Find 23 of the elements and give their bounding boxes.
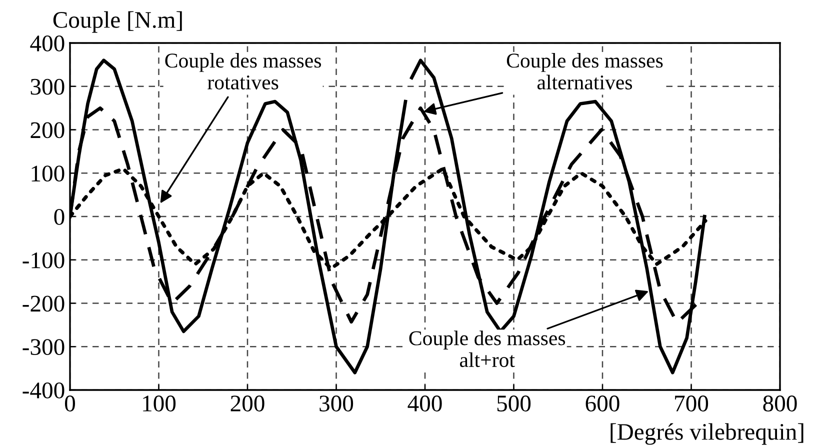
y-tick-label: 0 <box>54 208 64 225</box>
y-axis-title: Couple [N.m] <box>53 11 182 33</box>
y-tick-label: -100 <box>22 252 64 268</box>
y-tick-label: 200 <box>30 122 64 138</box>
x-tick-label: 800 <box>763 396 797 412</box>
y-tick-label: -200 <box>22 296 64 312</box>
y-tick-label: 100 <box>32 166 64 182</box>
y-tick-label: -300 <box>22 339 64 356</box>
x-axis-title: [Degrés vilebrequin] <box>610 423 804 445</box>
x-tick-label: 200 <box>230 396 264 412</box>
y-tick-label: 400 <box>30 35 64 52</box>
x-tick-label: 700 <box>675 396 708 412</box>
x-tick-label: 0 <box>64 396 76 412</box>
x-tick-label: 600 <box>586 396 620 412</box>
x-tick-label: 100 <box>143 396 176 412</box>
x-tick-label: 400 <box>408 396 442 412</box>
annotation: Couple des masses alternatives <box>506 53 663 90</box>
y-tick-label: 300 <box>30 78 64 95</box>
x-tick-label: 500 <box>497 396 531 412</box>
x-tick-label: 300 <box>320 396 354 412</box>
annotation: Couple des masses rotatives <box>165 53 321 90</box>
annotation: Couple des masses alt+rot <box>409 330 566 368</box>
y-tick-label: -400 <box>22 382 64 398</box>
